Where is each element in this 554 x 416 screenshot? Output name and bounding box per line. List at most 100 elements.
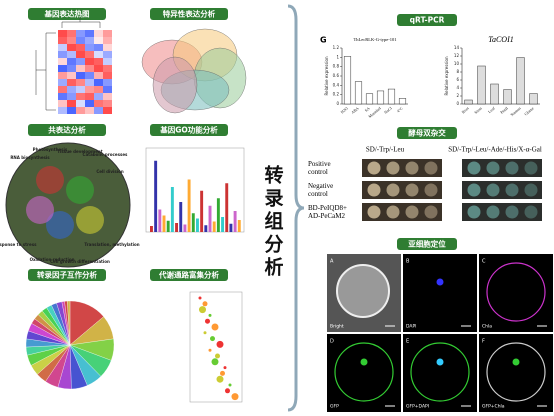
row-line: control (308, 190, 328, 198)
y-label: Relative expression (444, 56, 449, 95)
x-tick-label: Root (461, 105, 471, 114)
kegg-dot (228, 383, 232, 387)
bar (464, 99, 473, 105)
bar (477, 65, 486, 105)
heat-cell (58, 30, 67, 37)
kegg-dot (205, 318, 210, 324)
kegg-dot (216, 375, 224, 383)
go-frame (145, 147, 245, 233)
nucleus (360, 358, 368, 366)
bar (343, 56, 352, 105)
panel-title: 基因表达热图 (44, 9, 90, 19)
x-tick-label: Mannitol (367, 105, 382, 119)
x-tick-label: H2O (340, 106, 349, 115)
heat-cell (94, 100, 103, 107)
panel-title: 基因GO功能分析 (159, 125, 218, 135)
go-bar (154, 160, 158, 232)
heat-cell (67, 100, 76, 107)
heat-cell (58, 51, 67, 58)
kegg-dot (208, 313, 212, 317)
heat-cell (85, 30, 94, 37)
heat-cell (76, 79, 85, 86)
go-bar (221, 217, 225, 232)
tile-letter: A (330, 259, 334, 265)
heat-cell (103, 30, 112, 37)
venn-set (152, 56, 198, 114)
y-tick-label: 1.2 (333, 45, 340, 50)
y-tick-label: 8 (456, 69, 459, 74)
kegg-frame (189, 291, 243, 403)
row-label: Negative control (308, 182, 333, 198)
heat-cell (67, 44, 76, 51)
network (5, 142, 131, 268)
heat-cell (76, 107, 85, 114)
heat-cell (67, 107, 76, 114)
go-bar (162, 215, 166, 232)
heat-cell (94, 65, 103, 72)
network-cluster (66, 176, 94, 204)
x-tick-label: SA (364, 106, 371, 113)
title-pill (150, 124, 228, 136)
col-head: SD/-Trp/-Leu/-Ade/-His/X-α-Gal (448, 146, 542, 154)
heat-cell (58, 37, 67, 44)
kegg-dot (215, 353, 220, 359)
colony (386, 183, 400, 197)
title-pill (397, 238, 457, 250)
row-line: BD-PeIQD8+ (308, 204, 347, 212)
heat-cell (76, 44, 85, 51)
cell (334, 342, 394, 402)
heat-cell (85, 100, 94, 107)
heat-cell (85, 44, 94, 51)
heat-cell (103, 51, 112, 58)
network-label: Tissue development (57, 149, 102, 154)
heat-cell (103, 44, 112, 51)
y-tick-label: 0 (336, 101, 339, 106)
colony (424, 161, 438, 175)
go-bar (225, 183, 229, 232)
heat-cell (103, 72, 112, 79)
network-label: Cell growth differentiation (50, 259, 110, 264)
cell (336, 264, 390, 318)
nucleus (512, 358, 520, 366)
y-tick-label: 4 (456, 85, 459, 90)
heat-cell (103, 37, 112, 44)
tile-label: GFP+DAPI (406, 404, 429, 410)
panel-title: 代谢通路富集分析 (158, 270, 219, 280)
kegg-dot (225, 388, 230, 394)
heat-cell (58, 72, 67, 79)
heat-cell (94, 72, 103, 79)
tile-letter: E (406, 339, 409, 345)
colony (524, 183, 538, 197)
go-bar (150, 226, 153, 232)
chart-title: ThLecRLK-G-type-101 (354, 37, 397, 42)
heat-cell (76, 93, 85, 100)
heat-cell (103, 93, 112, 100)
go-bar (175, 223, 179, 232)
heat-cell (85, 86, 94, 93)
plate (362, 181, 442, 199)
heat-cell (94, 37, 103, 44)
heat-cell (103, 86, 112, 93)
heat-cell (94, 86, 103, 93)
kegg-dot (220, 370, 225, 376)
x-tick-label: 4°C (396, 105, 404, 113)
bar (490, 83, 499, 105)
colony (386, 205, 400, 219)
x-tick-label: Glume (523, 106, 535, 117)
title-pill (150, 269, 228, 281)
tile-label: GFP+Chla (482, 404, 505, 410)
heat-cell (76, 72, 85, 79)
image-tile (479, 254, 553, 332)
heat-cell (85, 107, 94, 114)
bar (529, 93, 538, 105)
panel-title: 共表达分析 (48, 125, 86, 135)
go-bar (170, 187, 174, 232)
title-pill (28, 124, 106, 136)
y-tick-label: 6 (456, 77, 459, 82)
heat-cell (94, 44, 103, 51)
go-bar (196, 218, 199, 232)
heat-cell (58, 44, 67, 51)
row-line: Positive (308, 160, 331, 168)
heat-cell (67, 72, 76, 79)
kegg-dot (199, 306, 206, 314)
